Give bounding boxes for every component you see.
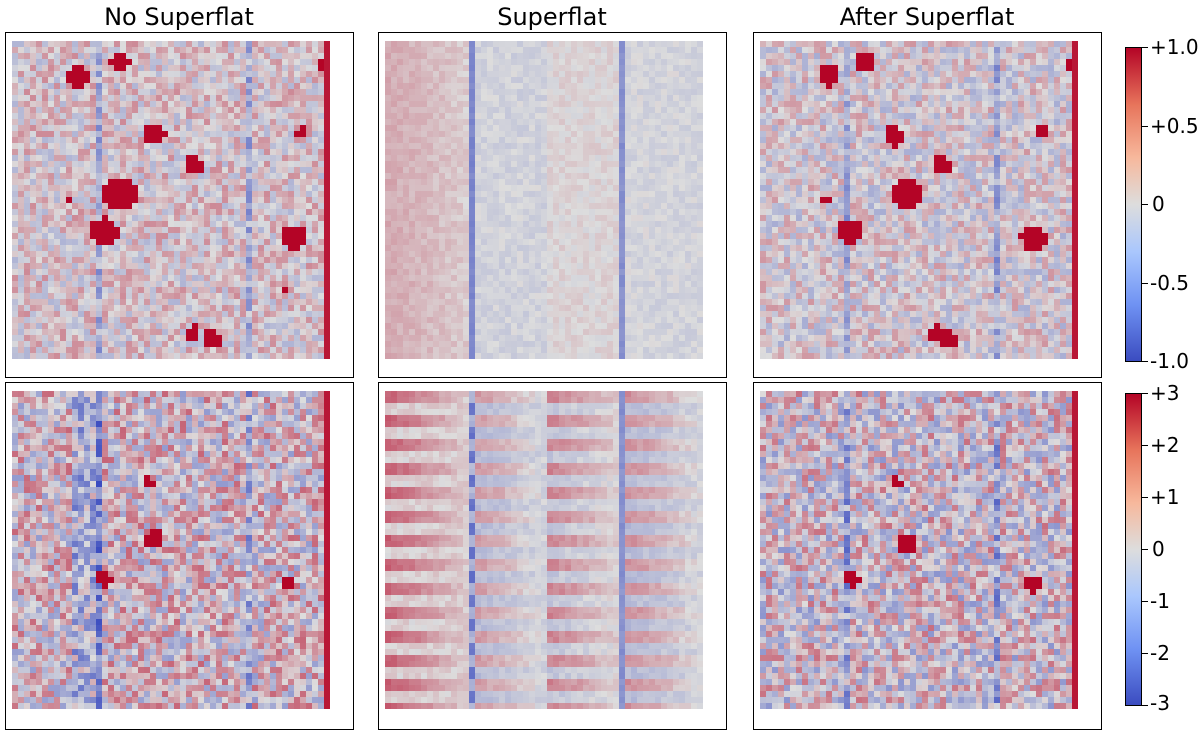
image-bottom-after-superflat <box>760 391 1078 709</box>
colorbar-top-tick-label: -0.5 <box>1150 271 1190 295</box>
colorbar-top-tick-label: +1.0 <box>1150 35 1199 59</box>
colorbar-bottom <box>1125 393 1142 706</box>
colorbar-top-tick <box>1142 47 1148 48</box>
image-bottom-superflat <box>385 391 703 709</box>
image-bottom-no-superflat <box>12 391 330 709</box>
colorbar-top <box>1125 47 1142 362</box>
colorbar-top-tick <box>1142 283 1148 284</box>
colorbar-bottom-tick-label: +3 <box>1150 381 1180 405</box>
colorbar-bottom-tick-label: -1 <box>1150 589 1170 613</box>
panel-bottom-superflat <box>378 382 727 730</box>
image-top-after-superflat <box>760 41 1078 359</box>
colorbar-top-tick-label: -1.0 <box>1150 349 1190 373</box>
colorbar-top-tick-label: 0 <box>1152 192 1165 216</box>
panel-top-no-superflat <box>5 32 354 378</box>
colorbar-bottom-tick-label: +1 <box>1150 485 1180 509</box>
colorbar-bottom-tick <box>1142 497 1148 498</box>
column-title-after-superflat: After Superflat <box>839 3 1015 31</box>
colorbar-bottom-tick-label: +2 <box>1150 433 1180 457</box>
colorbar-bottom-tick-label: -2 <box>1150 641 1170 665</box>
colorbar-bottom-tick <box>1142 601 1148 602</box>
image-top-no-superflat <box>12 41 330 359</box>
colorbar-top-tick <box>1142 361 1148 362</box>
colorbar-bottom-tick <box>1142 393 1148 394</box>
colorbar-bottom-tick <box>1142 653 1148 654</box>
panel-top-superflat <box>378 32 727 378</box>
panel-bottom-after-superflat <box>753 382 1102 730</box>
colorbar-top-tick <box>1142 126 1148 127</box>
colorbar-bottom-tick <box>1142 549 1148 550</box>
colorbar-bottom-tick <box>1142 705 1148 706</box>
column-title-no-superflat: No Superflat <box>104 3 254 31</box>
colorbar-bottom-tick-label: 0 <box>1152 537 1165 561</box>
panel-bottom-no-superflat <box>5 382 354 730</box>
colorbar-top-tick <box>1142 204 1148 205</box>
column-title-superflat: Superflat <box>497 3 607 31</box>
colorbar-bottom-tick-label: -3 <box>1150 691 1170 715</box>
colorbar-bottom-tick <box>1142 445 1148 446</box>
image-top-superflat <box>385 41 703 359</box>
panel-top-after-superflat <box>753 32 1102 378</box>
colorbar-top-tick-label: +0.5 <box>1150 114 1199 138</box>
